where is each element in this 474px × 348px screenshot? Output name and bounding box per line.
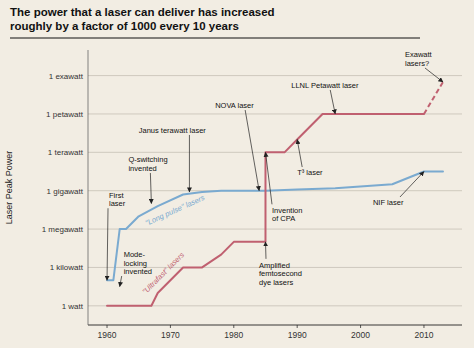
x-tick-label: 1970 <box>161 330 180 340</box>
annotation-arrow <box>189 135 190 192</box>
y-axis-label: Laser Peak Power <box>4 151 14 225</box>
x-tick <box>233 325 234 328</box>
y-tick-label: 1 megawatt <box>42 225 84 234</box>
annotation-text: Firstlaser <box>109 191 126 209</box>
y-tick-label: 1 kilowatt <box>50 263 84 272</box>
annotation-text: Mode-lockinginvented <box>124 250 152 276</box>
chart: The power that a laser can deliver has i… <box>0 0 474 348</box>
annotation-arrow <box>425 68 443 82</box>
series-line <box>424 82 443 114</box>
title-rule <box>10 38 420 39</box>
y-axis <box>88 50 89 325</box>
x-tick <box>423 325 424 328</box>
x-tick-label: 1960 <box>98 330 117 340</box>
x-tick <box>107 325 108 328</box>
x-tick <box>170 325 171 328</box>
annotation-text: Janus terawatt laser <box>139 126 207 135</box>
grid-line <box>88 229 462 230</box>
background <box>0 0 474 348</box>
annotation-text: Q-switchinginvented <box>128 155 167 173</box>
annotation-arrow <box>120 276 122 287</box>
series-line <box>107 114 424 306</box>
x-tick-label: 1990 <box>288 330 307 340</box>
series-line <box>107 172 443 281</box>
annotation-text: LLNL Petawatt laser <box>291 81 359 90</box>
annotation-arrow <box>400 172 424 198</box>
x-tick-label: 1980 <box>224 330 243 340</box>
x-tick-label: 2010 <box>415 330 434 340</box>
x-tick-label: 2000 <box>351 330 370 340</box>
x-tick <box>297 325 298 328</box>
annotation-text: NIF laser <box>373 198 404 207</box>
annotation-text: Amplifiedfemtoseconddye lasers <box>259 261 302 287</box>
x-axis <box>88 325 462 326</box>
annotations: Firstlaser Mode-lockinginvented Q-switchin… <box>107 50 443 286</box>
series-label: "Long pulse" lasers <box>144 193 206 228</box>
y-tick-label: 1 gigawatt <box>47 187 84 196</box>
grid-line <box>88 75 462 76</box>
annotation-arrow <box>265 242 267 259</box>
annotation-text: Inventionof CPA <box>272 206 302 224</box>
annotation-arrow <box>245 110 259 191</box>
y-tick-label: 1 exawatt <box>49 72 84 81</box>
y-tick-label: 1 watt <box>62 302 84 311</box>
annotation-arrow <box>330 90 335 114</box>
annotation-text: T³ laser <box>297 168 323 177</box>
annotation-arrow <box>265 152 272 204</box>
y-tick-label: 1 terawatt <box>48 148 84 157</box>
x-tick <box>360 325 361 328</box>
series-group <box>107 82 443 306</box>
annotation-arrow <box>150 173 151 204</box>
y-tick-label: 1 petawatt <box>46 110 84 119</box>
annotation-arrow <box>107 208 108 280</box>
annotation-text: NOVA laser <box>215 101 254 110</box>
title: The power that a laser can deliver has i… <box>10 6 275 32</box>
annotation-text: Exawattlasers? <box>405 50 433 68</box>
annotation-arrow <box>297 140 302 168</box>
grid <box>88 76 462 306</box>
